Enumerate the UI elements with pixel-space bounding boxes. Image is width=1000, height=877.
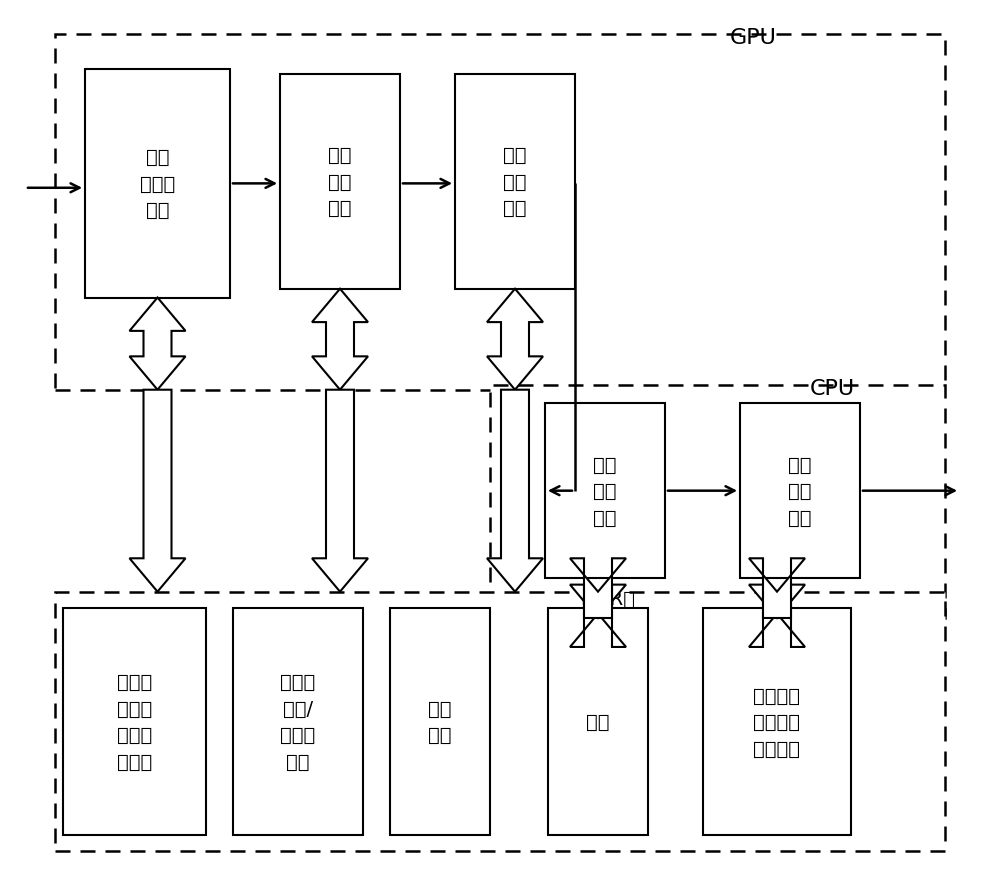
Polygon shape (487, 390, 543, 592)
Text: 车牌
信息: 车牌 信息 (428, 699, 452, 745)
Bar (548, 609, 648, 835)
Bar (85, 70, 230, 298)
Text: GPU: GPU (730, 28, 777, 48)
Polygon shape (749, 559, 805, 618)
Text: 事件发生
过程图、
标定坐标: 事件发生 过程图、 标定坐标 (754, 686, 800, 758)
Text: 车辆位
置和/
或车辆
类型: 车辆位 置和/ 或车辆 类型 (280, 673, 316, 771)
Polygon shape (312, 289, 368, 390)
Bar (233, 609, 363, 835)
Text: 车辆
检测
模块: 车辆 检测 模块 (328, 146, 352, 218)
Polygon shape (312, 390, 368, 592)
Bar (545, 403, 665, 579)
Bar (455, 75, 575, 289)
Bar (55, 35, 945, 390)
Text: 事件
分析
模块: 事件 分析 模块 (788, 455, 812, 527)
Text: CPU: CPU (810, 379, 855, 399)
Polygon shape (749, 585, 805, 647)
Polygon shape (570, 559, 626, 618)
Text: 图像
预处理
模块: 图像 预处理 模块 (140, 148, 175, 220)
Bar (63, 609, 206, 835)
Bar (280, 75, 400, 289)
Bar (490, 386, 945, 618)
Bar (55, 592, 945, 851)
Bar (703, 609, 851, 835)
Polygon shape (570, 585, 626, 647)
Text: 轨迹: 轨迹 (586, 712, 610, 731)
Polygon shape (487, 289, 543, 390)
Polygon shape (130, 298, 186, 390)
Bar (740, 403, 860, 579)
Polygon shape (130, 390, 186, 592)
Bar (390, 609, 490, 835)
Text: 车牌
识别
模块: 车牌 识别 模块 (503, 146, 527, 218)
Text: DDR存
储模块: DDR存 储模块 (580, 589, 635, 631)
Text: 车辆
跟踪
模块: 车辆 跟踪 模块 (593, 455, 617, 527)
Text: 视频帧
图像、
预处理
的图像: 视频帧 图像、 预处理 的图像 (117, 673, 152, 771)
